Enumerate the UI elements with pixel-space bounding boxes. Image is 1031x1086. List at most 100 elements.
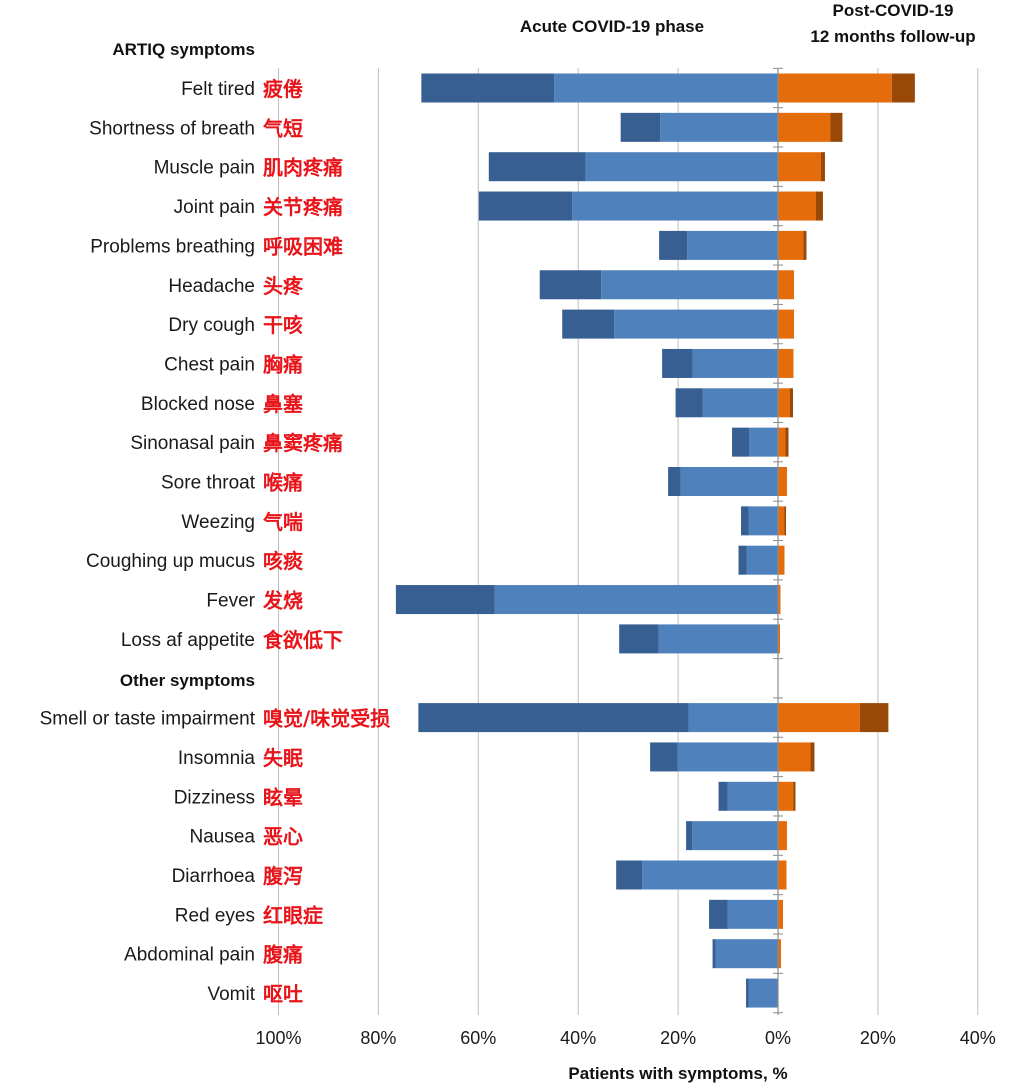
acute-bar-dark (539, 270, 602, 300)
category-label-zh: 关节疼痛 (263, 195, 343, 219)
acute-bar-light (715, 939, 778, 969)
category-label-zh: 恶心 (263, 825, 303, 849)
acute-bar-light (727, 781, 778, 811)
post-bar-dark (789, 388, 793, 418)
category-label: Coughing up mucus (86, 551, 255, 572)
category-label: Weezing (181, 512, 255, 533)
acute-bar-dark (421, 73, 555, 103)
category-label-zh: 腹泻 (263, 864, 303, 888)
post-bar-light (778, 860, 787, 890)
post-bar-dark (784, 506, 786, 536)
post-bar-light (778, 781, 794, 811)
x-tick-label: 100% (255, 1028, 301, 1048)
post-bar-light (778, 112, 831, 142)
category-label: Loss af appetite (121, 630, 255, 651)
x-tick-label: 80% (360, 1028, 396, 1048)
category-label-zh: 食欲低下 (263, 628, 343, 652)
acute-bar-light (680, 467, 778, 496)
post-bar-light (778, 939, 781, 969)
acute-bar-dark (712, 939, 716, 969)
x-tick-label: 20% (660, 1028, 696, 1048)
post-bar-light (778, 899, 783, 929)
category-label: Headache (168, 276, 255, 297)
category-label-zh: 呼吸困难 (263, 234, 343, 258)
post-bar-light (778, 427, 786, 457)
acute-bar-light (687, 230, 778, 260)
acute-bar-dark (732, 427, 750, 457)
acute-bar-light (494, 585, 778, 615)
category-labels: Felt tired 疲倦 Shortness of breath 气短 Muscle … (40, 77, 391, 1006)
post-bar-dark (815, 191, 823, 221)
post-panel-title-line1: Post-COVID-19 (833, 1, 954, 20)
acute-bar-light (746, 545, 778, 575)
category-label-zh: 嗅觉/味觉受损 (263, 707, 390, 731)
category-label-zh: 发烧 (262, 589, 303, 613)
category-label-zh: 气短 (262, 116, 303, 140)
category-label: Problems breathing (90, 236, 255, 257)
x-tick-label: 0% (765, 1028, 791, 1048)
acute-bar-dark (616, 860, 643, 890)
post-bar-light (778, 73, 892, 103)
post-bar-light (778, 467, 787, 496)
category-label: Nausea (190, 827, 256, 848)
acute-bar-dark (738, 545, 747, 575)
category-label-zh: 肌肉疼痛 (263, 156, 343, 180)
post-bar-light (778, 585, 781, 615)
x-tick-label: 20% (860, 1028, 896, 1048)
acute-bar-dark (619, 624, 659, 654)
category-label-zh: 疲倦 (263, 77, 303, 101)
acute-bar-dark (418, 703, 689, 733)
acute-bar-dark (620, 112, 661, 142)
category-label: Dry cough (168, 315, 255, 336)
post-bar-dark (820, 152, 825, 182)
acute-bar-light (572, 191, 778, 221)
category-label-zh: 咳痰 (263, 549, 304, 573)
post-bar-dark (859, 703, 889, 733)
x-axis-title: Patients with symptoms, % (568, 1064, 787, 1083)
category-label: Sore throat (161, 473, 256, 494)
acute-bar-dark (668, 467, 681, 496)
category-label-zh: 呕吐 (263, 982, 303, 1006)
acute-panel-title: Acute COVID-19 phase (520, 17, 704, 36)
acute-bar-dark (662, 348, 693, 378)
category-label-zh: 头疼 (263, 274, 304, 298)
acute-bar-light (692, 348, 778, 378)
acute-bar-dark (741, 506, 749, 536)
acute-bar-light (658, 624, 778, 654)
x-tick-label: 60% (460, 1028, 496, 1048)
section-label-other: Other symptoms (120, 671, 255, 690)
category-label-zh: 红眼症 (263, 903, 323, 927)
acute-bar-dark (659, 230, 688, 260)
post-bar-dark (891, 73, 915, 103)
acute-bar-dark (718, 781, 728, 811)
category-label-zh: 鼻塞 (263, 392, 304, 416)
category-label-zh: 腹痛 (263, 943, 303, 967)
acute-bar-dark (650, 742, 678, 772)
post-bar-dark (803, 230, 807, 260)
category-label-zh: 喉痛 (263, 471, 303, 495)
post-bar-dark (810, 742, 815, 772)
post-bar-light (778, 388, 790, 418)
bars (395, 73, 915, 1008)
category-label: Chest pain (164, 354, 255, 375)
category-label: Smell or taste impairment (40, 709, 256, 730)
acute-bar-light (642, 860, 778, 890)
post-bar-light (778, 230, 804, 260)
x-tick-label: 40% (960, 1028, 996, 1048)
post-bar-light (778, 703, 860, 733)
axes: 100% 80% 60% 40% 20% 0% 20% 40% (255, 67, 996, 1048)
x-tick-label: 40% (560, 1028, 596, 1048)
category-label: Shortness of breath (89, 118, 255, 139)
acute-bar-light (749, 427, 778, 457)
post-bar-light (778, 624, 780, 654)
category-label-zh: 胸痛 (263, 352, 303, 376)
acute-bar-light (688, 703, 778, 733)
post-bar-dark (785, 427, 789, 457)
category-label: Abdominal pain (124, 945, 255, 966)
category-label: Fever (206, 591, 255, 612)
acute-bar-light (677, 742, 778, 772)
acute-bar-light (614, 309, 778, 339)
post-bar-light (778, 191, 816, 221)
category-label-zh: 气喘 (262, 510, 303, 534)
